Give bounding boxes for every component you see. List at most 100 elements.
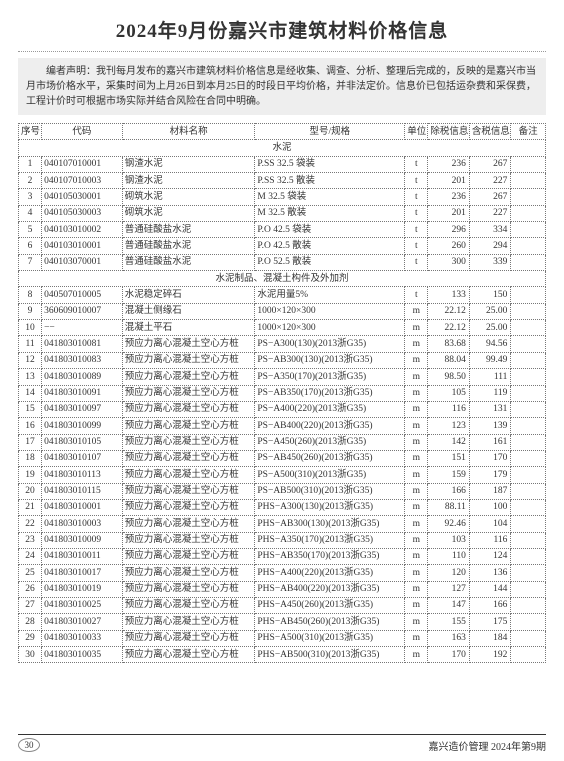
col-price-incl: 含税信息价 <box>469 124 511 140</box>
table-cell: m <box>405 336 428 352</box>
table-cell: 300 <box>428 254 470 270</box>
table-cell: 161 <box>469 434 511 450</box>
table-cell: t <box>405 189 428 205</box>
table-cell: PHS−AB500(310)(2013浙G35) <box>255 647 405 663</box>
table-row: 21041803010001预应力离心混凝土空心方桩PHS−A300(130)(… <box>19 499 546 515</box>
table-cell: 23 <box>19 532 42 548</box>
table-cell: 175 <box>469 614 511 630</box>
table-cell: 201 <box>428 205 470 221</box>
table-cell: P.SS 32.5 散装 <box>255 173 405 189</box>
table-cell: 98.50 <box>428 369 470 385</box>
table-cell: 236 <box>428 189 470 205</box>
table-cell: 360609010007 <box>42 303 123 319</box>
table-cell: 19 <box>19 467 42 483</box>
table-row: 6040103010001普通硅酸盐水泥P.O 42.5 散装t260294 <box>19 238 546 254</box>
table-cell: 预应力离心混凝土空心方桩 <box>122 532 255 548</box>
table-cell: PHS−A350(170)(2013浙G35) <box>255 532 405 548</box>
table-cell <box>511 352 546 368</box>
table-row: 4040105030003砌筑水泥M 32.5 散装t201227 <box>19 205 546 221</box>
table-cell: 94.56 <box>469 336 511 352</box>
table-cell: PS−AB450(260)(2013浙G35) <box>255 450 405 466</box>
table-row: 22041803010003预应力离心混凝土空心方桩PHS−AB300(130)… <box>19 516 546 532</box>
table-cell: 水泥用量5% <box>255 287 405 303</box>
table-cell <box>511 450 546 466</box>
table-cell: 预应力离心混凝土空心方桩 <box>122 450 255 466</box>
table-cell: 4 <box>19 205 42 221</box>
table-cell: 预应力离心混凝土空心方桩 <box>122 647 255 663</box>
table-cell: 041803010033 <box>42 630 123 646</box>
table-cell: PHS−AB350(170)(2013浙G35) <box>255 548 405 564</box>
table-cell: P.O 42.5 散装 <box>255 238 405 254</box>
table-cell: 041803010115 <box>42 483 123 499</box>
table-cell <box>511 467 546 483</box>
table-cell: PS−A500(310)(2013浙G35) <box>255 467 405 483</box>
table-cell: 111 <box>469 369 511 385</box>
table-row: 25041803010017预应力离心混凝土空心方桩PHS−A400(220)(… <box>19 565 546 581</box>
table-cell: 041803010009 <box>42 532 123 548</box>
table-cell: −− <box>42 320 123 336</box>
table-cell: 116 <box>428 401 470 417</box>
table-cell <box>511 205 546 221</box>
table-cell: 14 <box>19 385 42 401</box>
table-cell: 166 <box>469 597 511 613</box>
table-cell: 26 <box>19 581 42 597</box>
table-cell: m <box>405 647 428 663</box>
table-cell: m <box>405 630 428 646</box>
table-row: 20041803010115预应力离心混凝土空心方桩PS−AB500(310)(… <box>19 483 546 499</box>
table-cell: 267 <box>469 156 511 172</box>
table-cell: 22.12 <box>428 303 470 319</box>
table-row: 10−−混凝土平石1000×120×300m22.1225.00 <box>19 320 546 336</box>
table-cell: 预应力离心混凝土空心方桩 <box>122 418 255 434</box>
table-row: 24041803010011预应力离心混凝土空心方桩PHS−AB350(170)… <box>19 548 546 564</box>
table-cell: 预应力离心混凝土空心方桩 <box>122 516 255 532</box>
table-cell: 040103070001 <box>42 254 123 270</box>
table-cell: 92.46 <box>428 516 470 532</box>
table-cell: 041803010003 <box>42 516 123 532</box>
table-cell: 预应力离心混凝土空心方桩 <box>122 434 255 450</box>
table-cell: 041803010035 <box>42 647 123 663</box>
table-row: 11041803010081预应力离心混凝土空心方桩PS−A300(130)(2… <box>19 336 546 352</box>
table-cell: m <box>405 565 428 581</box>
table-cell: 预应力离心混凝土空心方桩 <box>122 499 255 515</box>
col-name: 材料名称 <box>122 124 255 140</box>
table-cell <box>511 434 546 450</box>
col-code: 代码 <box>42 124 123 140</box>
table-cell: 83.68 <box>428 336 470 352</box>
table-cell: 040107010003 <box>42 173 123 189</box>
col-spec: 型号/规格 <box>255 124 405 140</box>
table-cell: 041803010019 <box>42 581 123 597</box>
table-cell <box>511 189 546 205</box>
table-cell: 260 <box>428 238 470 254</box>
table-cell: 25.00 <box>469 303 511 319</box>
table-cell <box>511 156 546 172</box>
table-cell: PS−AB350(170)(2013浙G35) <box>255 385 405 401</box>
table-cell: 3 <box>19 189 42 205</box>
table-cell: t <box>405 205 428 221</box>
table-cell <box>511 303 546 319</box>
table-cell: 041803010113 <box>42 467 123 483</box>
table-cell: 170 <box>428 647 470 663</box>
table-cell: 普通硅酸盐水泥 <box>122 222 255 238</box>
table-row: 3040105030001砌筑水泥M 32.5 袋装t236267 <box>19 189 546 205</box>
table-cell <box>511 483 546 499</box>
table-cell: 296 <box>428 222 470 238</box>
table-row: 7040103070001普通硅酸盐水泥P.O 52.5 散装t300339 <box>19 254 546 270</box>
table-cell: 11 <box>19 336 42 352</box>
page-number: 30 <box>18 738 40 752</box>
table-cell: 339 <box>469 254 511 270</box>
table-cell: 184 <box>469 630 511 646</box>
table-cell: 20 <box>19 483 42 499</box>
table-row: 9360609010007混凝土侧缘石1000×120×300m22.1225.… <box>19 303 546 319</box>
table-cell: PHS−A450(260)(2013浙G35) <box>255 597 405 613</box>
table-cell: 127 <box>428 581 470 597</box>
table-row: 27041803010025预应力离心混凝土空心方桩PHS−A450(260)(… <box>19 597 546 613</box>
table-cell: 267 <box>469 189 511 205</box>
table-cell: PHS−A300(130)(2013浙G35) <box>255 499 405 515</box>
table-cell: 133 <box>428 287 470 303</box>
table-cell <box>511 418 546 434</box>
table-cell <box>511 401 546 417</box>
table-cell: 30 <box>19 647 42 663</box>
table-cell: 334 <box>469 222 511 238</box>
table-row: 28041803010027预应力离心混凝土空心方桩PHS−AB450(260)… <box>19 614 546 630</box>
table-cell: 预应力离心混凝土空心方桩 <box>122 352 255 368</box>
